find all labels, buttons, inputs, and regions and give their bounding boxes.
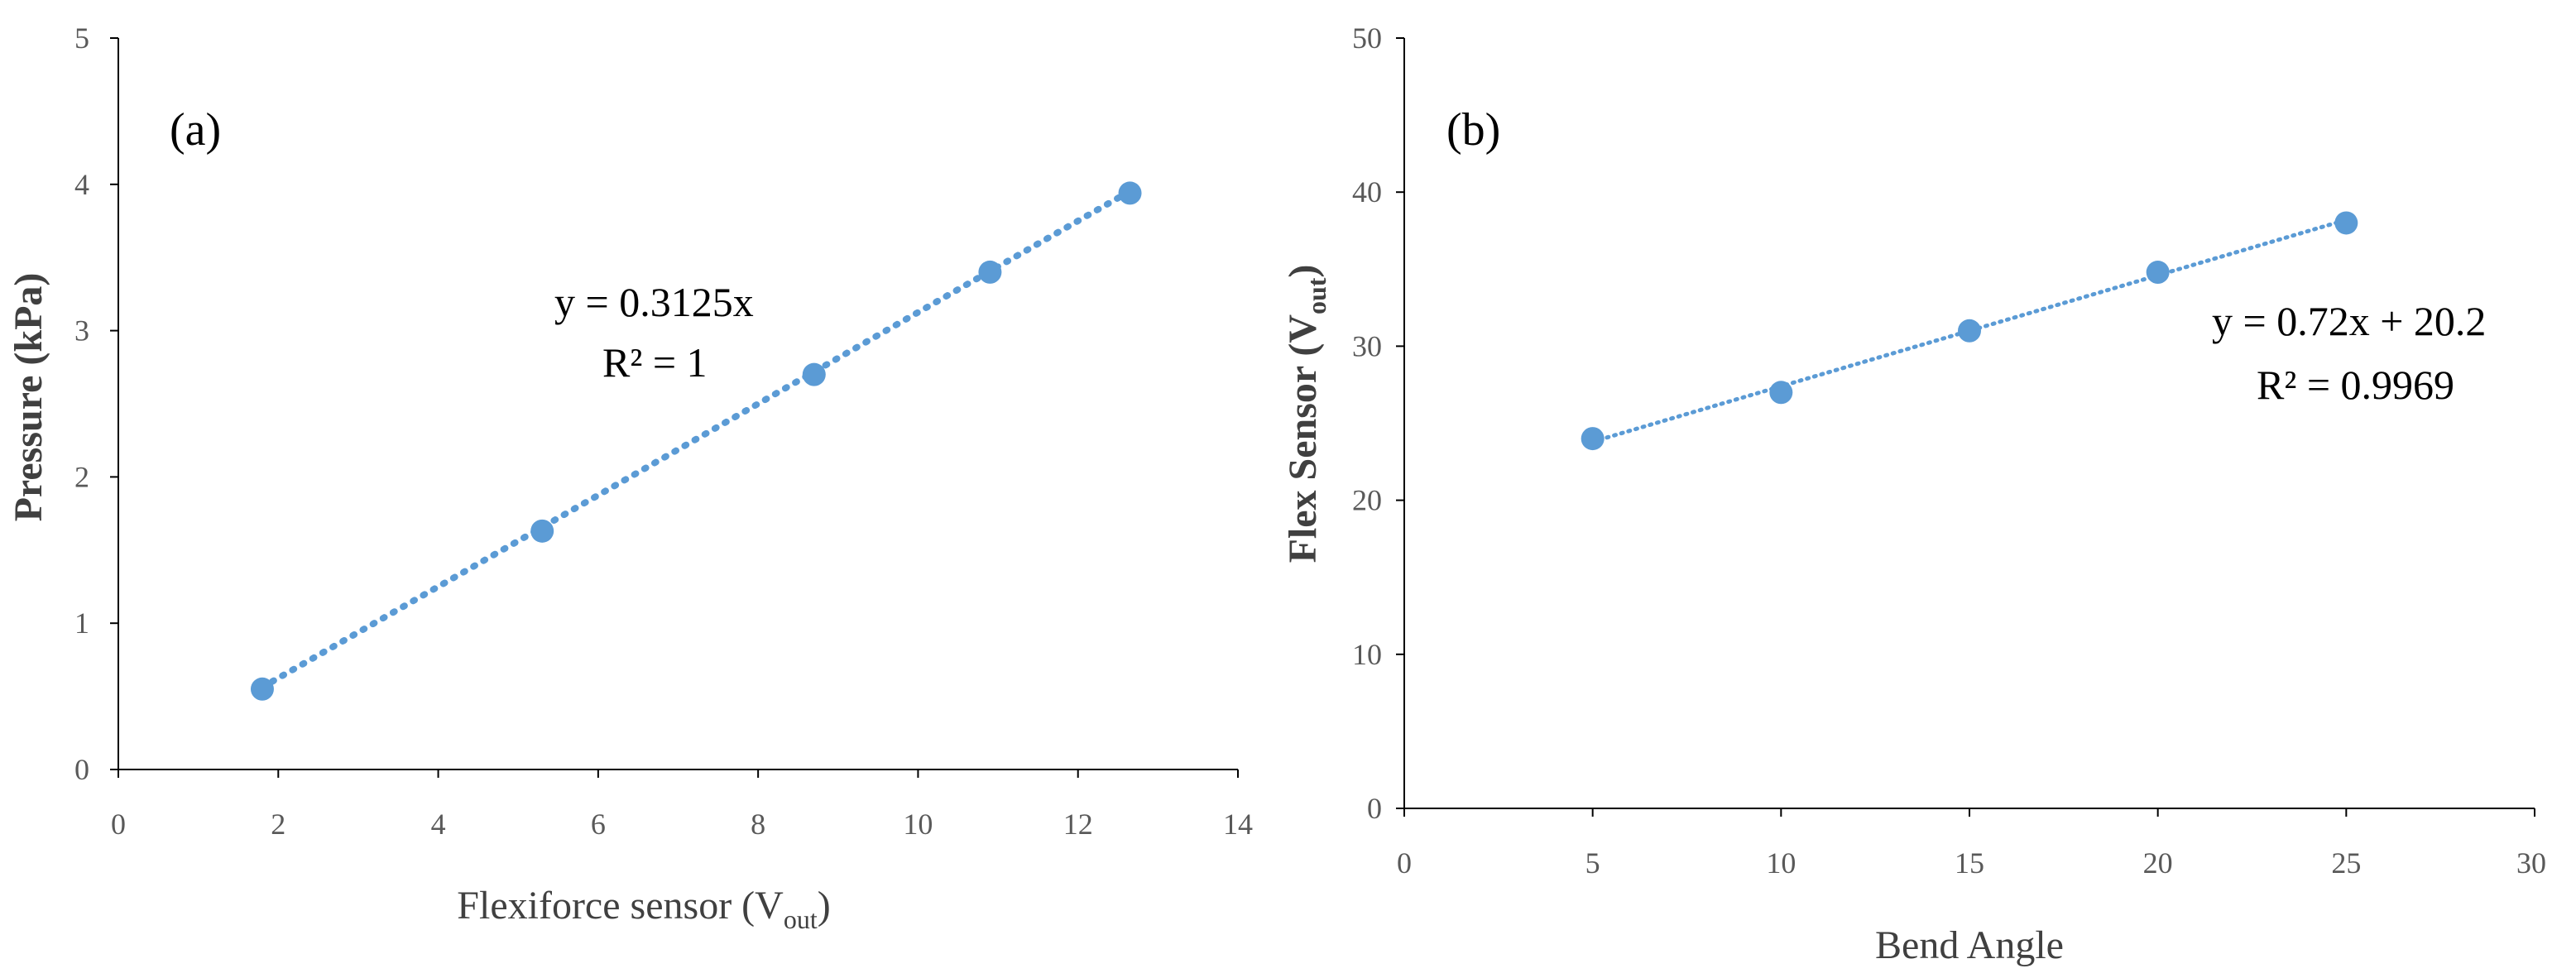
panel-a-data-point [251, 678, 274, 701]
panel-a-x-tick-label: 14 [1223, 808, 1253, 841]
panel-a-x-tick-label: 6 [591, 808, 606, 841]
panel-b-y-tick-label: 0 [1367, 792, 1382, 825]
panel-a-x-tick-label: 12 [1063, 808, 1093, 841]
panel-a-x-tick-label: 2 [271, 808, 285, 841]
panel-b-equation: y = 0.72x + 20.2 [2212, 298, 2486, 344]
panel-a-x-tick-label: 4 [431, 808, 446, 841]
panel-b-x-tick-label: 20 [2143, 846, 2173, 880]
panel-b-x-ticks: 0 5 10 15 20 25 30 [1397, 808, 2546, 880]
panel-b-y-axis-title: Flex Sensor (Vout) [1281, 265, 1331, 563]
panel-a-y-tick-label: 3 [74, 314, 89, 348]
panel-b-data-point [2334, 211, 2358, 234]
panel-a-y-tick-label: 0 [74, 753, 89, 786]
panel-a-y-tick-label: 5 [74, 22, 89, 55]
panel-b-x-tick-label: 15 [1955, 846, 1984, 880]
panel-b-data-point [2147, 261, 2170, 284]
panel-a-data-point [1119, 181, 1142, 204]
chart-panel-b: 0 10 20 30 40 50 0 5 10 15 20 25 30 (b) y = 0.72x +… [1281, 22, 2546, 967]
panel-b-r-squared: R² = 0.9969 [2257, 362, 2454, 408]
panel-a-y-axis-title: Pressure (kPa) [7, 273, 50, 522]
panel-a-x-tick-label: 0 [111, 808, 126, 841]
panel-a-data-point [978, 261, 1001, 284]
panel-a-x-axis-title: Flexiforce sensor (Vout) [457, 884, 830, 934]
panel-b-y-ticks: 0 10 20 30 40 50 [1352, 22, 1404, 825]
panel-a-y-ticks: 0 1 2 3 4 5 [74, 22, 118, 786]
panel-b-x-tick-label: 25 [2331, 846, 2361, 880]
panel-a-trendline-group [262, 191, 1130, 687]
panel-a-y-tick-label: 1 [74, 606, 89, 640]
figure: 012345 0 2 4 6 8 10 12 14 (a) y = 0.3125x R² = … [0, 0, 2576, 978]
panel-b-data-point [1958, 319, 1981, 343]
panel-b-x-tick-label: 10 [1766, 846, 1796, 880]
panel-a-label: (a) [170, 104, 221, 156]
panel-b-x-axis-title: Bend Angle [1875, 923, 2064, 967]
panel-b-x-tick-label: 5 [1585, 846, 1600, 880]
panel-b-y-tick-label: 30 [1352, 329, 1382, 362]
panel-a-equation: y = 0.3125x [554, 279, 754, 325]
panel-b-y-tick-label: 20 [1352, 484, 1382, 517]
panel-a-data-point [803, 363, 826, 386]
panel-b-y-tick-label: 40 [1352, 175, 1382, 209]
panel-a-trendline [262, 191, 1130, 687]
panel-b-x-tick-label: 30 [2516, 846, 2546, 880]
panel-b-data-point [1769, 381, 1792, 404]
panel-a-x-tick-label: 8 [751, 808, 765, 841]
panel-b-y-tick-label: 10 [1352, 638, 1382, 671]
panel-a-data-point [530, 520, 554, 543]
panel-b-label: (b) [1446, 104, 1500, 156]
panel-a-r-squared: R² = 1 [602, 339, 708, 386]
panel-a-x-tick-label: 10 [903, 808, 933, 841]
panel-a-y-tick-label: 4 [74, 168, 89, 201]
panel-a-x-ticks: 0 2 4 6 8 10 12 14 [111, 769, 1253, 841]
panel-a-y-tick-label: 2 [74, 460, 89, 493]
panel-b-data-point [1581, 427, 1605, 450]
panel-b-y-tick-label: 50 [1352, 22, 1382, 55]
panel-b-x-tick-label: 0 [1397, 846, 1412, 880]
